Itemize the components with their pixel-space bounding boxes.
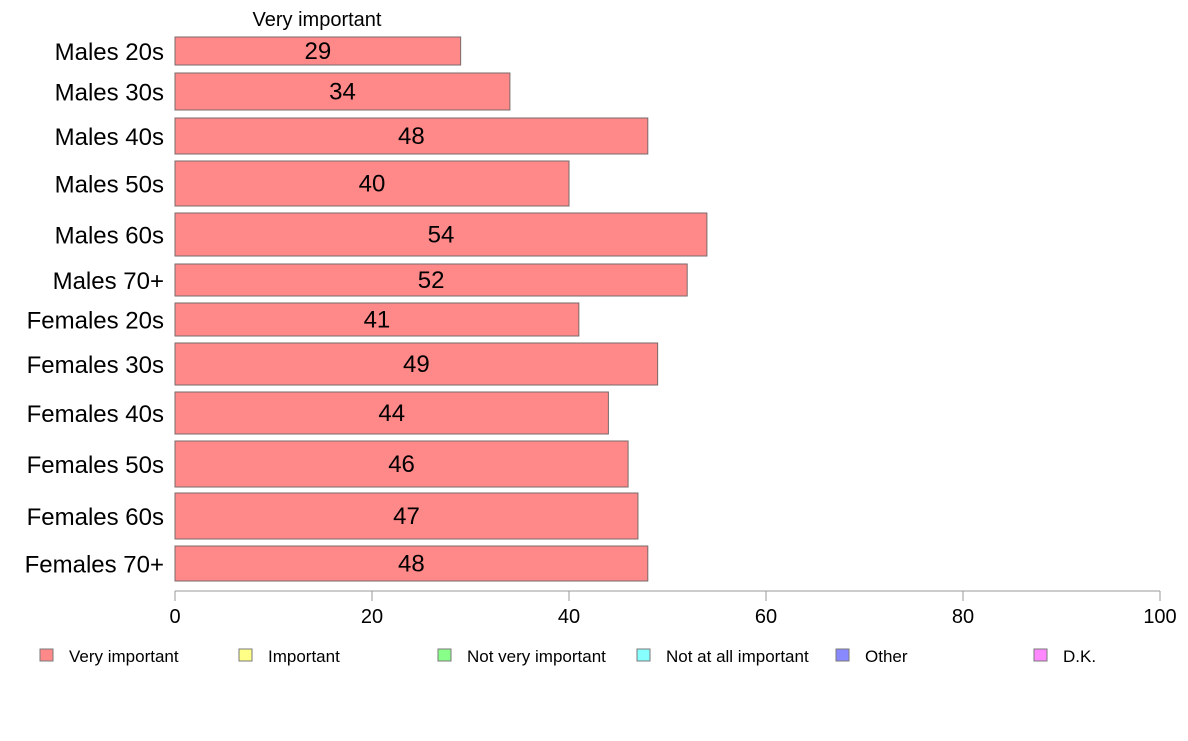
legend-swatch — [39, 648, 54, 662]
bar — [174, 492, 639, 540]
bar — [174, 117, 649, 155]
bar-value-label: 48 — [398, 123, 425, 150]
category-label: Males 40s — [55, 124, 164, 151]
x-axis: 0 20 40 60 80 100 — [169, 590, 1177, 628]
bar-value-label: 41 — [364, 307, 391, 334]
category-label: Females 30s — [27, 352, 164, 379]
bar-value-label: 48 — [398, 551, 425, 578]
bar-value-label: 49 — [403, 351, 430, 378]
category-label: Females 60s — [27, 504, 164, 531]
category-label: Males 50s — [55, 172, 164, 199]
category-label: Males 20s — [55, 39, 164, 66]
bar-value-label: 52 — [418, 267, 445, 294]
bar — [174, 545, 649, 582]
bar — [174, 212, 708, 257]
bar-value-label: 44 — [378, 400, 405, 427]
legend-label: Not very important — [467, 647, 606, 666]
bar-value-label: 47 — [393, 503, 420, 530]
bar — [174, 391, 609, 435]
category-label: Males 60s — [55, 223, 164, 250]
category-label: Males 30s — [55, 80, 164, 107]
x-tick-label: 60 — [755, 606, 777, 628]
x-tick-label: 80 — [952, 606, 974, 628]
bar — [174, 36, 462, 66]
bar — [174, 160, 570, 207]
legend-label: Not at all important — [666, 647, 809, 666]
category-label: Females 50s — [27, 452, 164, 479]
bar — [174, 302, 580, 337]
bar-value-label: 40 — [359, 171, 386, 198]
x-tick-label: 40 — [558, 606, 580, 628]
legend: Very important Important Not very importan… — [39, 647, 1096, 666]
bar — [174, 72, 511, 111]
bar — [174, 263, 688, 297]
category-label: Females 20s — [27, 308, 164, 335]
bars-group: 29 Males 20s 34 Males 30s 48 Males 40s 40 Males… — [25, 36, 708, 582]
legend-swatch — [835, 648, 850, 662]
category-label: Females 70+ — [25, 552, 164, 579]
category-label: Males 70+ — [53, 268, 164, 295]
bar-value-label: 54 — [428, 222, 455, 249]
legend-label: Other — [865, 647, 908, 666]
legend-label: D.K. — [1063, 647, 1096, 666]
legend-swatch — [238, 648, 253, 662]
legend-swatch — [1033, 648, 1048, 662]
category-label: Females 40s — [27, 401, 164, 428]
bar — [174, 440, 629, 488]
legend-swatch — [636, 648, 651, 662]
bar-value-label: 29 — [304, 38, 331, 65]
x-tick-label: 0 — [169, 606, 180, 628]
x-tick-label: 20 — [361, 606, 383, 628]
x-tick-label: 100 — [1143, 606, 1176, 628]
bar-value-label: 34 — [329, 79, 356, 106]
column-header: Very important — [253, 9, 382, 31]
legend-label: Very important — [69, 647, 179, 666]
bar-value-label: 46 — [388, 451, 415, 478]
legend-label: Important — [268, 647, 340, 666]
legend-swatch — [437, 648, 452, 662]
bar — [174, 342, 659, 386]
